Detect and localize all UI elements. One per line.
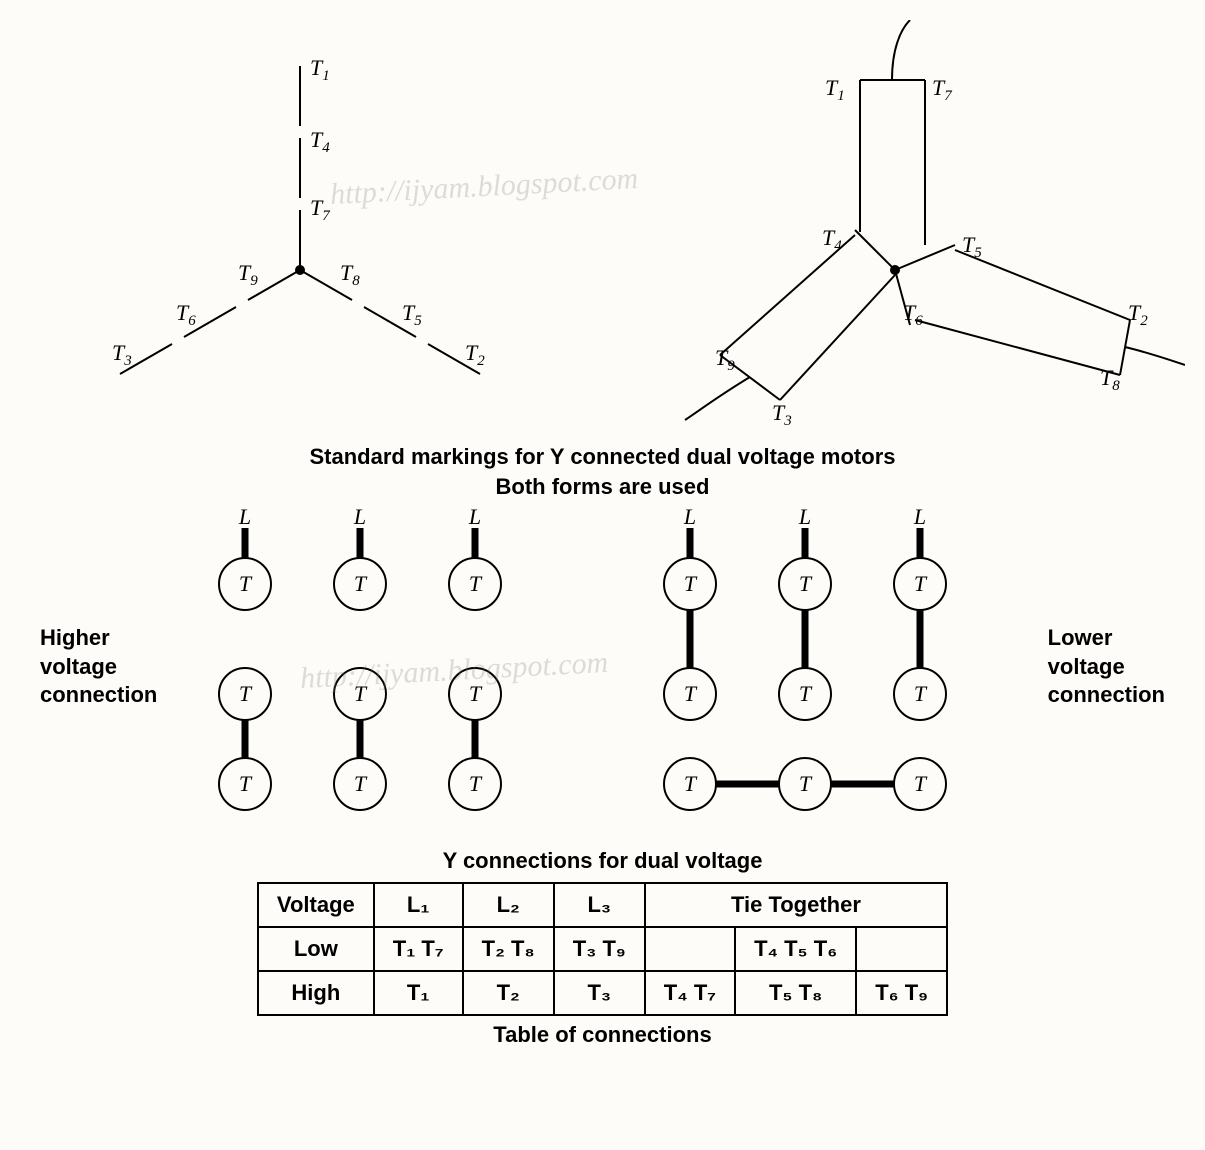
svg-text:T: T (799, 771, 813, 796)
col-voltage: Voltage (258, 883, 374, 927)
svg-text:T1: T1 (310, 55, 330, 84)
svg-text:T5: T5 (962, 232, 982, 261)
svg-text:T: T (684, 771, 698, 796)
col-L1: L₁ (374, 883, 463, 927)
col-tie: Tie Together (645, 883, 947, 927)
lower-voltage-label: Lowervoltageconnection (1048, 624, 1165, 710)
connection-svg: L T T T L T T T L T T T L T T T L T T T L T T T (20, 504, 1185, 844)
svg-text:T: T (239, 681, 253, 706)
svg-text:T: T (354, 571, 368, 596)
table-cell: T₆ T₉ (856, 971, 947, 1015)
top-diagrams-svg: T1 T4 T7 T8 T5 T2 T9 T6 T3 (20, 20, 1185, 440)
table-cell: T₂ (463, 971, 554, 1015)
svg-text:T: T (239, 771, 253, 796)
figure-container: T1 T4 T7 T8 T5 T2 T9 T6 T3 (20, 20, 1185, 1130)
svg-text:L: L (238, 504, 251, 529)
svg-text:T9: T9 (238, 260, 258, 289)
svg-text:T: T (914, 771, 928, 796)
svg-text:T6: T6 (903, 300, 923, 329)
svg-text:T: T (469, 571, 483, 596)
table-cell: T₁ (374, 971, 463, 1015)
svg-text:T: T (239, 571, 253, 596)
table-cell: T₄ T₇ (645, 971, 735, 1015)
top-caption-1: Standard markings for Y connected dual v… (20, 444, 1185, 470)
svg-text:T2: T2 (465, 340, 485, 369)
svg-text:T4: T4 (822, 225, 842, 254)
col-L2: L₂ (463, 883, 554, 927)
svg-text:T8: T8 (1100, 365, 1120, 394)
middle-caption: Y connections for dual voltage (20, 848, 1185, 874)
svg-text:T1: T1 (825, 75, 845, 104)
svg-text:T8: T8 (340, 260, 360, 289)
svg-text:T: T (354, 771, 368, 796)
higher-voltage-label: Highervoltageconnection (40, 624, 157, 710)
table-cell: T₂ T₈ (463, 927, 554, 971)
table-cell: T₃ (554, 971, 645, 1015)
table-cell: T₄ T₅ T₆ (735, 927, 856, 971)
svg-text:L: L (913, 504, 926, 529)
connections-table: Voltage L₁ L₂ L₃ Tie Together LowT₁ T₇T₂… (257, 882, 948, 1016)
svg-text:T: T (684, 681, 698, 706)
svg-text:T5: T5 (402, 300, 422, 329)
svg-text:T: T (799, 571, 813, 596)
table-caption: Table of connections (20, 1022, 1185, 1048)
svg-text:T: T (914, 681, 928, 706)
table-row: LowT₁ T₇T₂ T₈T₃ T₉ T₄ T₅ T₆ (258, 927, 947, 971)
svg-text:T4: T4 (310, 127, 330, 156)
svg-text:L: L (353, 504, 366, 529)
svg-text:T: T (469, 771, 483, 796)
svg-text:T6: T6 (176, 300, 196, 329)
svg-text:T: T (684, 571, 698, 596)
table-cell (856, 927, 947, 971)
svg-text:T2: T2 (1128, 300, 1148, 329)
table-cell: High (258, 971, 374, 1015)
svg-text:L: L (468, 504, 481, 529)
table-cell: Low (258, 927, 374, 971)
svg-text:L: L (798, 504, 811, 529)
svg-text:T3: T3 (772, 400, 792, 429)
svg-text:T: T (354, 681, 368, 706)
svg-text:T3: T3 (112, 340, 132, 369)
svg-text:L: L (683, 504, 696, 529)
svg-text:T: T (799, 681, 813, 706)
table-cell: T₃ T₉ (554, 927, 645, 971)
svg-text:T9: T9 (715, 345, 735, 374)
middle-diagrams: Highervoltageconnection Lowervoltageconn… (20, 504, 1185, 844)
table-cell: T₁ T₇ (374, 927, 463, 971)
col-L3: L₃ (554, 883, 645, 927)
top-caption-2: Both forms are used (20, 474, 1185, 500)
table-cell (645, 927, 735, 971)
svg-text:T7: T7 (932, 75, 953, 104)
table-header-row: Voltage L₁ L₂ L₃ Tie Together (258, 883, 947, 927)
svg-text:T: T (914, 571, 928, 596)
table-cell: T₅ T₈ (735, 971, 856, 1015)
svg-text:T7: T7 (310, 195, 331, 224)
svg-text:T: T (469, 681, 483, 706)
table-row: HighT₁T₂T₃T₄ T₇T₅ T₈T₆ T₉ (258, 971, 947, 1015)
